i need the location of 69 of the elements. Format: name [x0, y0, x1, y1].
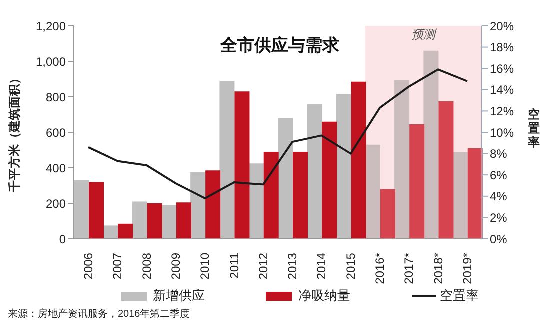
x-tick-label: 2016*	[373, 252, 387, 284]
bar	[394, 80, 410, 239]
x-tick-label: 2006	[82, 252, 96, 280]
bar	[307, 104, 322, 239]
bar	[424, 50, 439, 239]
bar	[365, 144, 380, 239]
legend-label: 空置率	[439, 287, 480, 305]
bar	[132, 202, 148, 239]
y-tick-label: 200	[46, 196, 66, 211]
y-tick-label: 0	[59, 232, 66, 246]
bar	[147, 204, 162, 239]
x-tick-label: 2010	[198, 252, 212, 280]
y-tick-label: 600	[46, 126, 66, 140]
x-tick-label: 2018*	[431, 252, 446, 284]
x-tick-label: 2012	[256, 252, 270, 280]
y2-tick-label: 14%	[490, 83, 514, 98]
y2-tick-label: 12%	[490, 104, 514, 118]
bar	[351, 82, 366, 239]
bar	[248, 164, 264, 239]
bar	[103, 226, 118, 239]
y2-tick-label: 4%	[490, 190, 508, 204]
bar	[410, 124, 425, 239]
bar	[74, 180, 89, 239]
y2-tick-label: 10%	[490, 126, 514, 140]
bar	[322, 122, 338, 239]
y-tick-label: 400	[46, 161, 66, 176]
bar	[234, 92, 250, 239]
x-tick-label: 2013	[286, 252, 300, 280]
y2-tick-label: 20%	[490, 19, 514, 34]
text: 全市供应与需求	[219, 35, 340, 57]
x-tick-label: 2007	[110, 252, 125, 280]
y2-tick-label: 16%	[490, 62, 514, 76]
y2-tick-label: 6%	[490, 168, 508, 182]
bar	[468, 148, 483, 239]
x-tick-label: 2019*	[460, 252, 474, 284]
bar	[438, 101, 454, 239]
bar	[293, 152, 308, 239]
bar	[336, 94, 352, 239]
bar	[176, 202, 192, 239]
bar	[89, 182, 104, 239]
bar	[264, 152, 279, 239]
bar	[118, 224, 134, 239]
y2-tick-label: 8%	[490, 147, 508, 162]
y2-tick-label: 18%	[490, 40, 514, 55]
bar	[452, 152, 468, 239]
y2-tick-label: 2%	[490, 210, 508, 225]
x-tick-label: 2014	[314, 252, 329, 280]
legend-label: 新增供应	[152, 287, 205, 305]
x-tick-label: 2017*	[402, 252, 416, 284]
bar	[206, 170, 221, 239]
y-tick-label: 800	[46, 90, 66, 104]
x-tick-label: 2015	[344, 252, 358, 280]
y2-tick-label: 0%	[490, 232, 508, 246]
bar	[220, 81, 235, 239]
legend-label: 净吸纳量	[297, 287, 350, 305]
bar	[380, 189, 396, 239]
y2-axis-title: 空置率	[527, 108, 540, 150]
y-tick-label: 1,000	[36, 54, 66, 69]
x-tick-label: 2008	[140, 252, 154, 280]
x-tick-label: 2009	[169, 252, 183, 280]
bar	[161, 205, 176, 239]
x-tick-label: 2011	[227, 252, 242, 279]
source-note: 来源：房地产资讯服务，2016年第二季度	[8, 308, 190, 321]
y-axis-title: 千平方米（建筑面积）	[7, 72, 22, 194]
line-series	[88, 68, 468, 200]
y-tick-label: 1,200	[36, 19, 66, 34]
bar	[190, 172, 206, 239]
bar	[278, 118, 293, 239]
band-label: 预测	[412, 28, 438, 42]
